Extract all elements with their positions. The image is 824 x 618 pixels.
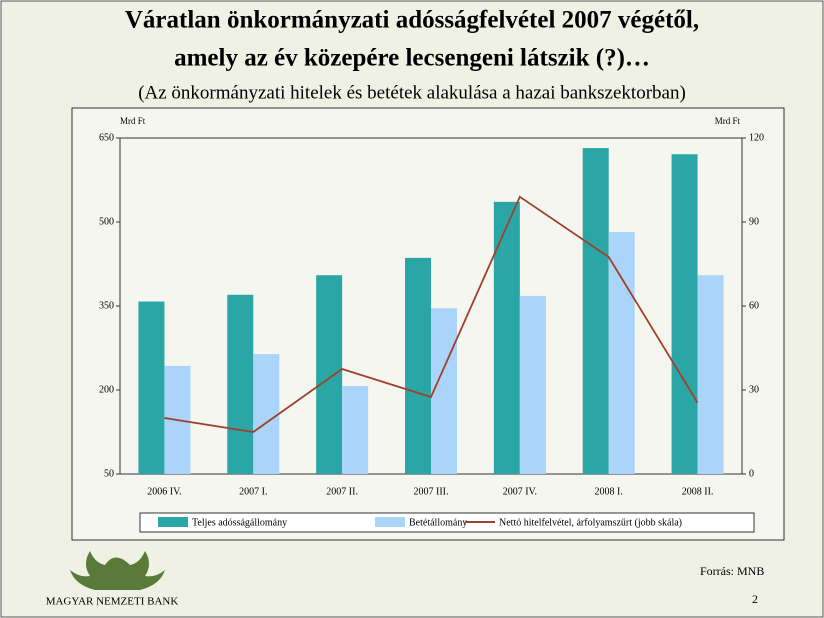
- bar: [431, 308, 457, 474]
- x-tick-label: 2007 IV.: [503, 486, 537, 497]
- x-tick-label: 2008 II.: [682, 486, 714, 497]
- bar: [227, 295, 253, 474]
- y2-tick-label: 60: [749, 300, 759, 311]
- y2-axis-label: Mrd Ft: [715, 116, 741, 126]
- y-tick-label: 650: [99, 132, 114, 143]
- bar: [138, 302, 164, 474]
- bar: [672, 154, 698, 474]
- y-tick-label: 200: [99, 384, 114, 395]
- y2-tick-label: 120: [749, 132, 764, 143]
- page-number: 2: [752, 592, 758, 606]
- legend-label: Nettó hitelfelvétel, árfolyamszűrt (jobb…: [499, 517, 682, 528]
- y-tick-label: 500: [99, 216, 114, 227]
- y-tick-label: 50: [104, 468, 114, 479]
- bar: [342, 386, 368, 474]
- y2-tick-label: 0: [749, 468, 754, 479]
- title-line: amely az év közepére lecsengeni látszik …: [174, 45, 650, 72]
- bar: [253, 354, 279, 474]
- title-line: Váratlan önkormányzati adósságfelvétel 2…: [125, 7, 699, 34]
- bar: [316, 275, 342, 474]
- subtitle: (Az önkormányzati hitelek és betétek ala…: [138, 82, 686, 103]
- bar: [609, 232, 635, 474]
- legend-label: Betétállomány: [409, 517, 467, 528]
- x-tick-label: 2007 III.: [414, 486, 449, 497]
- x-tick-label: 2006 IV.: [147, 486, 181, 497]
- x-tick-label: 2008 I.: [595, 486, 623, 497]
- source: Forrás: MNB: [700, 564, 764, 578]
- bar: [494, 202, 520, 474]
- bar: [583, 148, 609, 474]
- slide: Váratlan önkormányzati adósságfelvétel 2…: [0, 0, 824, 618]
- y2-tick-label: 90: [749, 216, 759, 227]
- bar: [405, 258, 431, 474]
- legend-swatch: [375, 517, 405, 527]
- x-tick-label: 2007 I.: [239, 486, 267, 497]
- x-tick-label: 2007 II.: [326, 486, 358, 497]
- y-axis-label: Mrd Ft: [120, 116, 146, 126]
- bar: [520, 296, 546, 474]
- legend-swatch: [158, 517, 188, 527]
- logo-text: MAGYAR NEMZETI BANK: [46, 596, 179, 608]
- bar: [698, 275, 724, 474]
- y-tick-label: 350: [99, 300, 114, 311]
- y2-tick-label: 30: [749, 384, 759, 395]
- legend-label: Teljes adósságállomány: [192, 517, 287, 528]
